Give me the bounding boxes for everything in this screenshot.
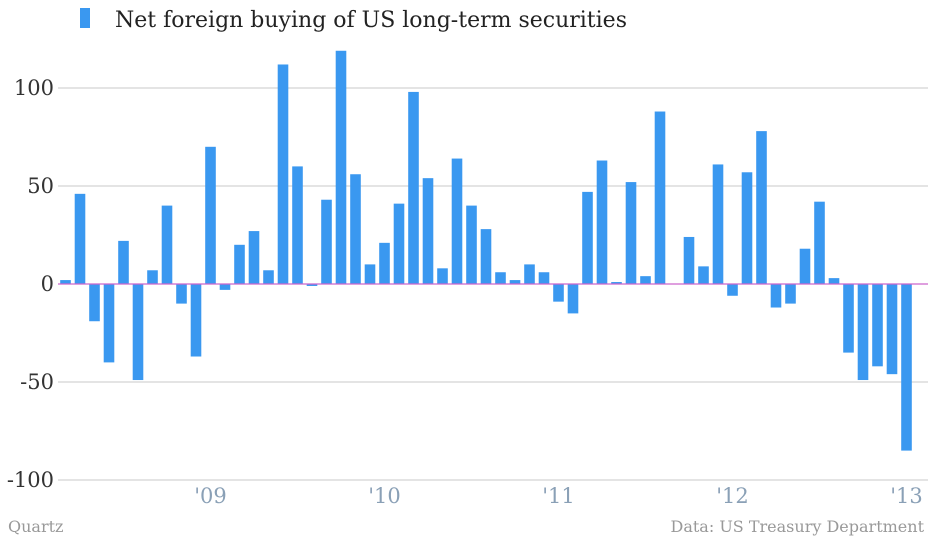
bar (161, 205, 173, 284)
bar (103, 284, 115, 363)
bar (132, 284, 144, 381)
y-tick-label: 0 (41, 272, 54, 296)
bar (596, 160, 608, 284)
bar (466, 205, 477, 284)
x-tick-label: '09 (194, 484, 227, 508)
bar (828, 278, 840, 284)
bar (118, 240, 129, 284)
gridlines (58, 87, 928, 481)
bar (422, 178, 434, 284)
bar (567, 284, 579, 314)
bar (872, 284, 883, 367)
bar (553, 284, 564, 302)
x-tick-label: '13 (890, 484, 923, 508)
bar (219, 284, 231, 290)
bar (698, 266, 709, 284)
bar (901, 284, 912, 451)
bar (364, 264, 376, 284)
source-left: Quartz (8, 517, 63, 536)
bar (350, 174, 361, 284)
bar (524, 264, 535, 284)
bar (799, 248, 811, 284)
bar (379, 242, 390, 284)
bar (640, 276, 651, 284)
bar (437, 268, 448, 284)
x-tick-label: '10 (368, 484, 401, 508)
bars (60, 50, 912, 451)
bar (611, 282, 622, 284)
y-tick-label: 50 (27, 174, 54, 198)
y-axis-ticks: 100 50 0 -50 -100 (7, 76, 54, 492)
bar (886, 284, 898, 375)
bar (625, 182, 637, 284)
bar (306, 284, 318, 286)
bar (741, 172, 753, 284)
y-tick-label: 100 (14, 76, 54, 100)
bar (712, 164, 724, 284)
bar (509, 280, 521, 284)
bar (582, 191, 593, 284)
bar (277, 64, 289, 284)
bar (393, 203, 405, 284)
legend: Net foreign buying of US long-term secur… (80, 8, 627, 33)
bar (785, 284, 796, 304)
bar (292, 166, 303, 284)
bar (89, 284, 100, 322)
bar (60, 280, 71, 284)
bar (538, 272, 550, 284)
bar (480, 229, 492, 284)
bar (683, 236, 695, 284)
bar (408, 91, 419, 284)
bar (451, 158, 463, 284)
bar (335, 50, 347, 285)
bar (321, 199, 332, 284)
legend-swatch (80, 8, 90, 28)
bar (756, 131, 767, 284)
bar (843, 284, 854, 353)
bar (495, 272, 506, 284)
y-tick-label: -100 (7, 468, 54, 492)
bar (234, 244, 245, 284)
bar (248, 231, 260, 284)
bar (857, 284, 869, 381)
y-tick-label: -50 (20, 370, 54, 394)
x-tick-label: '11 (542, 484, 575, 508)
x-axis-ticks: '09 '10 '11 '12 '13 (194, 484, 923, 508)
bar (176, 284, 187, 304)
bar (263, 270, 274, 284)
bar (654, 111, 666, 285)
bar (814, 201, 825, 284)
bar (205, 146, 216, 284)
legend-label: Net foreign buying of US long-term secur… (115, 8, 627, 33)
bar (190, 284, 202, 357)
bar (727, 284, 738, 296)
bar (770, 284, 782, 308)
bar (147, 270, 158, 284)
source-right: Data: US Treasury Department (671, 517, 925, 536)
x-tick-label: '12 (716, 484, 749, 508)
bar (74, 193, 86, 284)
